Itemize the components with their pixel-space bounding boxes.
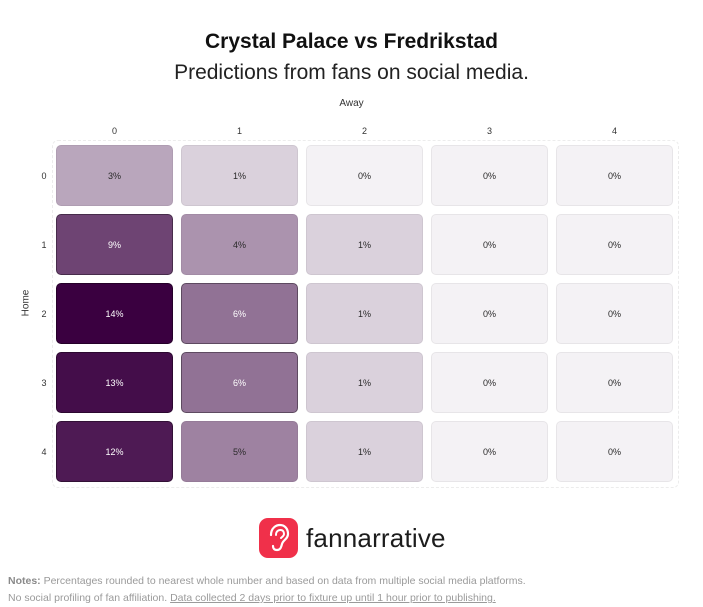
ear-icon — [259, 518, 298, 558]
notes-text-2: No social profiling of fan affiliation. — [8, 592, 171, 604]
heatmap-cell: 0% — [431, 421, 548, 482]
x-tick-label: 1 — [236, 126, 243, 136]
notes-data-collection-link[interactable]: Data collected 2 days prior to fixture u… — [170, 592, 496, 604]
y-tick-label: 3 — [41, 377, 47, 388]
cell-value-label: 1% — [357, 239, 371, 250]
cell-value-label: 5% — [232, 446, 246, 457]
cell-value-label: 0% — [607, 377, 621, 388]
cell-value-label: 1% — [357, 446, 371, 457]
cell-value-label: 6% — [232, 377, 246, 388]
cell-value-label: 0% — [607, 308, 621, 319]
cell-value-label: 1% — [232, 170, 246, 181]
cell-value-label: 0% — [482, 308, 496, 319]
x-tick-label: 4 — [611, 126, 618, 136]
heatmap-cell: 0% — [431, 145, 548, 206]
notes-label: Notes: — [8, 575, 41, 587]
notes-line-2: No social profiling of fan affiliation. … — [8, 590, 698, 607]
x-tick-label: 2 — [361, 126, 368, 136]
cell-value-label: 12% — [105, 446, 124, 457]
heatmap-cell: 4% — [181, 214, 298, 275]
heatmap-cell: 0% — [431, 283, 548, 344]
cell-value-label: 0% — [607, 446, 621, 457]
heatmap-cell: 0% — [556, 214, 673, 275]
heatmap-cell: 6% — [181, 283, 298, 344]
heatmap-cell: 0% — [431, 352, 548, 413]
cell-value-label: 0% — [482, 446, 496, 457]
brand-name: fannarrative — [306, 522, 446, 553]
heatmap-frame — [52, 140, 679, 488]
heatmap-cell: 1% — [306, 421, 423, 482]
chart-subtitle: Predictions from fans on social media. — [174, 61, 529, 84]
x-axis-label: Away — [339, 98, 364, 109]
heatmap-cell: 0% — [431, 214, 548, 275]
heatmap-cell: 0% — [556, 421, 673, 482]
cell-value-label: 0% — [482, 377, 496, 388]
heatmap-cell: 1% — [181, 145, 298, 206]
cell-value-label: 0% — [607, 170, 621, 181]
heatmap-cell: 0% — [556, 145, 673, 206]
heatmap-cell: 3% — [56, 145, 173, 206]
heatmap-cell: 0% — [556, 352, 673, 413]
heatmap-cell: 6% — [181, 352, 298, 413]
heatmap-cell: 0% — [306, 145, 423, 206]
heatmap-cell: 1% — [306, 283, 423, 344]
chart-title: Crystal Palace vs Fredrikstad — [205, 30, 498, 53]
y-tick-label: 2 — [41, 308, 47, 319]
x-tick-label: 3 — [486, 126, 493, 136]
cell-value-label: 0% — [482, 239, 496, 250]
cell-value-label: 3% — [107, 170, 121, 181]
notes: Notes: Percentages rounded to nearest wh… — [8, 573, 698, 607]
heatmap-cell: 13% — [56, 352, 173, 413]
cell-value-label: 0% — [357, 170, 371, 181]
notes-line-1: Notes: Percentages rounded to nearest wh… — [8, 573, 698, 590]
heatmap-cell: 1% — [306, 352, 423, 413]
cell-value-label: 1% — [357, 308, 371, 319]
notes-text-1: Percentages rounded to nearest whole num… — [40, 575, 526, 587]
brand-logo: fannarrative — [259, 518, 446, 558]
heatmap-cell: 9% — [56, 214, 173, 275]
y-tick-label: 1 — [41, 239, 47, 250]
y-tick-label: 4 — [41, 446, 47, 457]
heatmap-cell: 0% — [556, 283, 673, 344]
cell-value-label: 14% — [105, 308, 124, 319]
x-tick-label: 0 — [111, 126, 118, 136]
heatmap-cell: 12% — [56, 421, 173, 482]
heatmap-cell: 1% — [306, 214, 423, 275]
cell-value-label: 1% — [357, 377, 371, 388]
heatmap-cell: 14% — [56, 283, 173, 344]
heatmap-cell: 5% — [181, 421, 298, 482]
y-axis-label: Home — [20, 289, 32, 317]
y-tick-label: 0 — [41, 170, 47, 181]
cell-value-label: 13% — [105, 377, 124, 388]
cell-value-label: 6% — [232, 308, 246, 319]
cell-value-label: 0% — [482, 170, 496, 181]
cell-value-label: 0% — [607, 239, 621, 250]
cell-value-label: 9% — [107, 239, 121, 250]
cell-value-label: 4% — [232, 239, 246, 250]
